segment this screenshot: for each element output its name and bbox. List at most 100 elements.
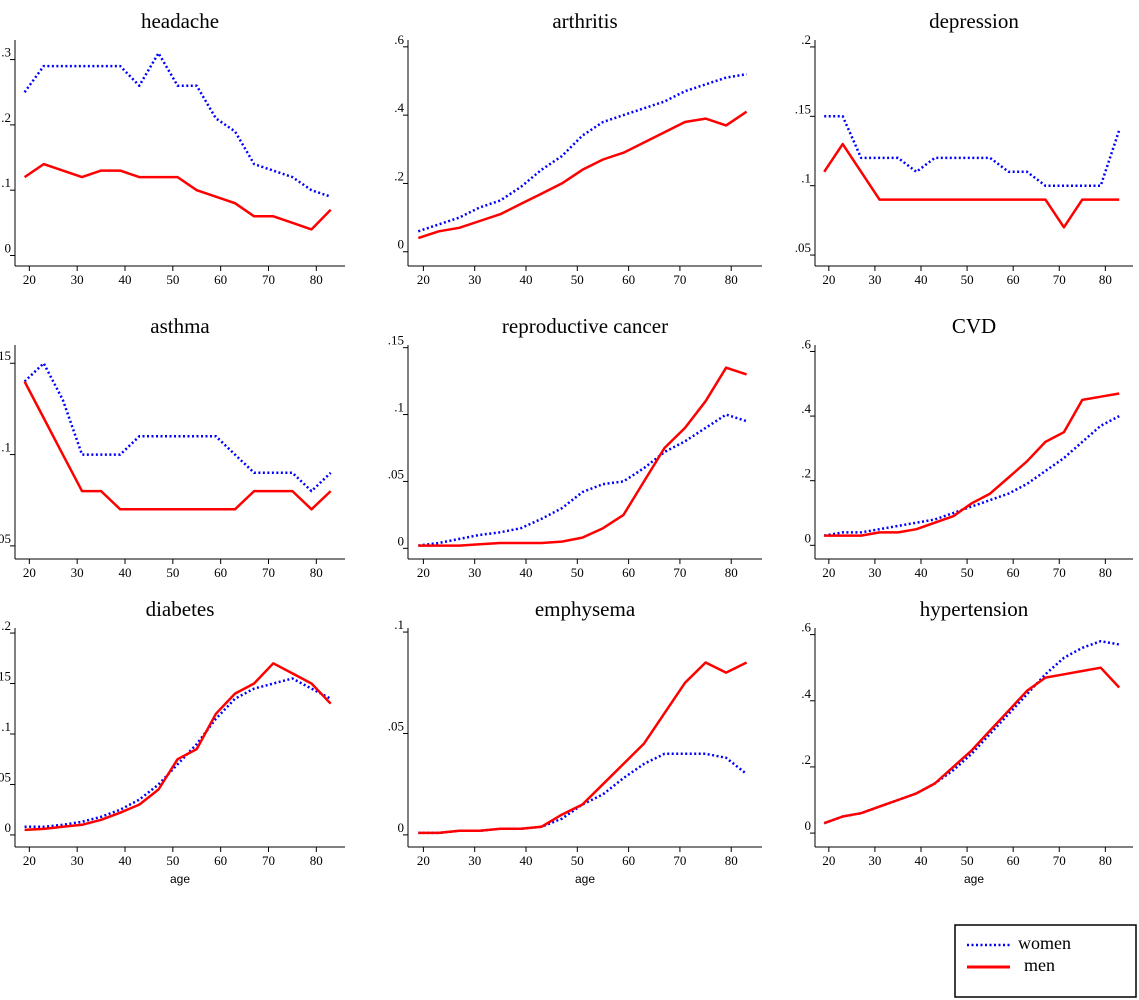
y-tick-label: .15: [388, 333, 404, 348]
series-line: [24, 677, 332, 829]
y-tick-label: 0: [805, 530, 812, 545]
y-tick-label: .1: [1, 719, 11, 734]
x-tick-label: 70: [1053, 565, 1066, 580]
series-line: [418, 413, 747, 547]
y-tick-label: .1: [394, 400, 404, 415]
y-tick-label: .2: [801, 466, 811, 481]
series-line: [824, 392, 1120, 537]
x-tick-label: 80: [310, 565, 323, 580]
x-tick-label: 50: [961, 272, 974, 287]
x-tick-label: 80: [310, 272, 323, 287]
x-tick-label: 30: [868, 272, 881, 287]
x-tick-label: 60: [214, 272, 227, 287]
x-tick-label: 80: [1099, 853, 1112, 868]
x-tick-label: 60: [622, 565, 635, 580]
x-tick-label: 60: [214, 565, 227, 580]
y-tick-label: .6: [801, 620, 811, 635]
y-tick-label: .05: [795, 240, 811, 255]
series-line: [823, 414, 1120, 537]
x-tick-label: 40: [520, 853, 533, 868]
x-tick-label: 50: [166, 853, 179, 868]
x-tick-label: 60: [1007, 853, 1020, 868]
series-line: [823, 666, 1121, 825]
y-tick-label: .1: [394, 617, 404, 632]
x-tick-label: 30: [468, 272, 481, 287]
x-tick-label: 20: [23, 565, 36, 580]
legend-box: [954, 924, 1137, 998]
x-tick-label: 20: [822, 272, 835, 287]
y-tick-label: 0: [805, 818, 812, 833]
y-tick-label: .4: [801, 401, 811, 416]
x-tick-label: 60: [622, 853, 635, 868]
x-tick-label: 30: [71, 565, 84, 580]
x-tick-label: 40: [915, 565, 928, 580]
x-axis-label: age: [575, 872, 595, 886]
x-tick-label: 60: [214, 853, 227, 868]
x-tick-label: 60: [1007, 565, 1020, 580]
y-tick-label: 0: [398, 820, 405, 835]
x-tick-label: 50: [166, 272, 179, 287]
x-tick-label: 50: [961, 565, 974, 580]
series-line: [418, 752, 748, 835]
y-tick-label: 0: [5, 240, 12, 255]
x-axis-label: age: [964, 872, 984, 886]
series-line: [417, 72, 747, 233]
y-tick-label: 0: [398, 237, 405, 252]
series-line: [23, 51, 332, 198]
x-tick-label: 30: [71, 272, 84, 287]
x-tick-label: 50: [571, 565, 584, 580]
x-tick-label: 60: [622, 272, 635, 287]
series-line: [24, 662, 332, 832]
legend-label: women: [1018, 933, 1071, 953]
x-tick-label: 80: [1099, 565, 1112, 580]
x-tick-label: 50: [571, 853, 584, 868]
y-tick-label: .4: [394, 100, 404, 115]
x-tick-label: 20: [417, 272, 430, 287]
x-tick-label: 40: [915, 272, 928, 287]
x-tick-label: 30: [468, 565, 481, 580]
y-tick-label: .2: [1, 110, 11, 125]
x-tick-label: 20: [417, 565, 430, 580]
y-tick-label: .05: [388, 466, 404, 481]
series-line: [823, 639, 1120, 825]
y-tick-label: .15: [795, 101, 811, 116]
x-tick-label: 30: [868, 565, 881, 580]
x-tick-label: 50: [961, 853, 974, 868]
y-tick-label: .15: [0, 348, 11, 363]
series-line: [23, 380, 332, 511]
x-tick-label: 40: [520, 272, 533, 287]
y-tick-label: .05: [0, 769, 11, 784]
series-line: [418, 366, 747, 547]
x-tick-label: 40: [119, 853, 132, 868]
y-tick-label: .6: [394, 32, 404, 47]
legend-label: men: [1024, 955, 1055, 975]
x-tick-label: 20: [23, 272, 36, 287]
y-tick-label: .2: [801, 752, 811, 767]
y-tick-label: .2: [1, 618, 11, 633]
y-tick-label: .6: [801, 336, 811, 351]
y-tick-label: .1: [1, 440, 11, 455]
x-tick-label: 40: [119, 565, 132, 580]
x-tick-label: 60: [1007, 272, 1020, 287]
series-line: [23, 162, 332, 231]
series-line: [417, 110, 748, 240]
y-tick-label: 0: [398, 533, 405, 548]
y-tick-label: .05: [0, 531, 11, 546]
x-tick-label: 70: [673, 272, 686, 287]
y-tick-label: .1: [1, 175, 11, 190]
y-tick-label: 0: [5, 820, 12, 835]
x-tick-label: 30: [71, 853, 84, 868]
panel-title: hypertension: [920, 597, 1029, 621]
x-tick-label: 50: [571, 272, 584, 287]
y-tick-label: .3: [1, 45, 11, 60]
x-tick-label: 70: [262, 565, 275, 580]
x-tick-label: 80: [1099, 272, 1112, 287]
x-tick-label: 20: [822, 853, 835, 868]
panel-title: CVD: [952, 314, 996, 338]
x-tick-label: 30: [868, 853, 881, 868]
panel-title: arthritis: [552, 9, 617, 33]
series-line: [418, 661, 748, 835]
panel-title: emphysema: [535, 597, 636, 621]
x-tick-label: 70: [262, 853, 275, 868]
